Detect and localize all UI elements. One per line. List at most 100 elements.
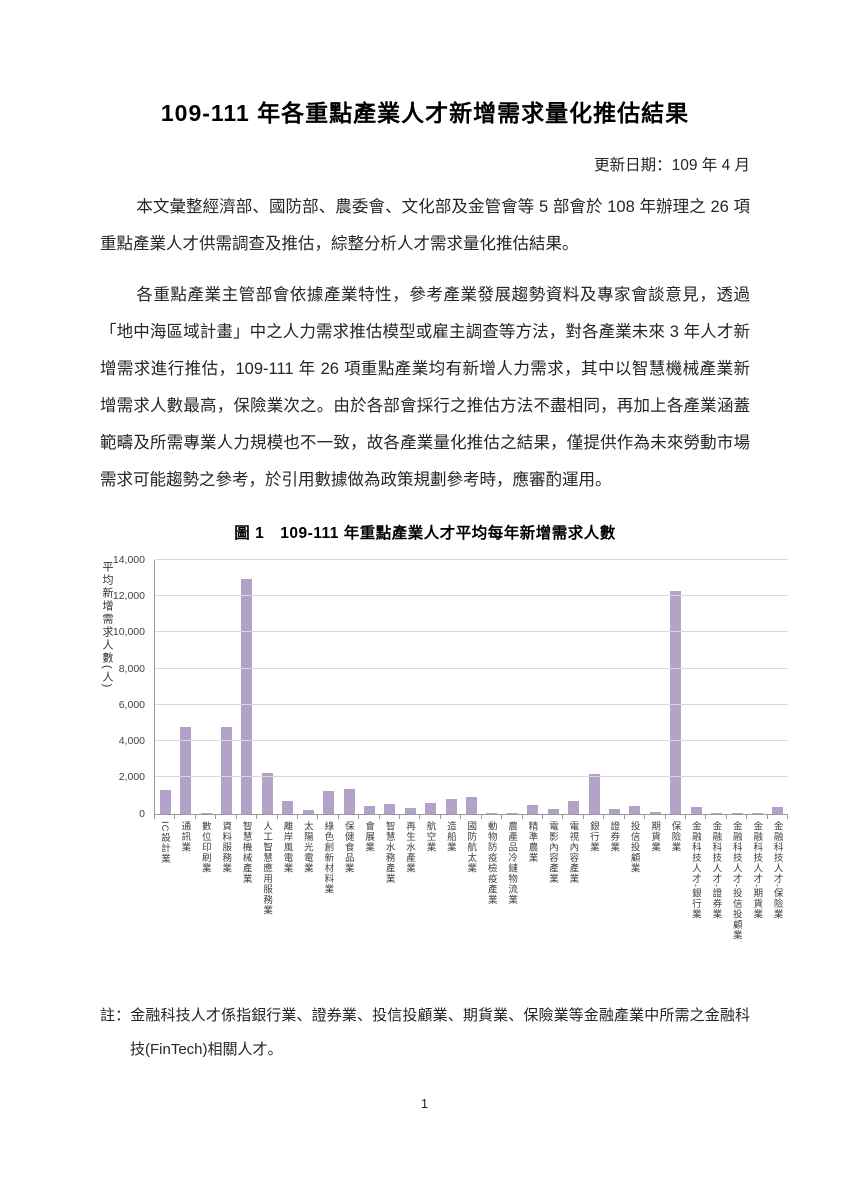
x-axis-label: 再生水產業 [404, 820, 416, 874]
page-number: 1 [420, 1096, 429, 1111]
x-axis-label: 通訊業 [179, 820, 191, 853]
bar [731, 812, 743, 814]
x-label-cell: 人工智慧應用服務業 [256, 821, 276, 985]
bar [384, 803, 396, 814]
x-axis-label: 金融科技人才-保險業 [771, 820, 783, 920]
bar-slot [380, 560, 400, 814]
paragraph-2: 各重點產業主管部會依據產業特性，參考產業發展趨勢資料及專家會談意見，透過「地中海… [100, 285, 750, 489]
bar [404, 807, 416, 814]
x-axis-label: 人工智慧應用服務業 [261, 820, 273, 916]
bar-slot [318, 560, 338, 814]
x-label-cell: 保健食品業 [338, 821, 358, 985]
bar-slot [645, 560, 665, 814]
x-tick [768, 814, 789, 819]
x-axis-label: 投信投顧業 [628, 820, 640, 874]
x-tick [502, 814, 523, 819]
x-axis-label: IC設計業 [158, 820, 170, 864]
gridline [155, 740, 788, 742]
x-axis-label: 金融科技人才-投信投顧業 [730, 820, 742, 941]
x-tick [339, 814, 360, 819]
x-tick [420, 814, 441, 819]
bar-slot [563, 560, 583, 814]
x-tick [727, 814, 748, 819]
bar [547, 808, 559, 814]
x-tick [563, 814, 584, 819]
bar-slot [727, 560, 747, 814]
x-tick [380, 814, 401, 819]
x-label-cell: 綠色創新材料業 [317, 821, 337, 985]
bar-slot [543, 560, 563, 814]
x-tick [196, 814, 217, 819]
x-label-cell: 金融科技人才-期貨業 [746, 821, 766, 985]
x-label-cell: 精準農業 [522, 821, 542, 985]
x-tick [318, 814, 339, 819]
y-tick-label: 6,000 [118, 698, 145, 711]
bar [302, 809, 314, 814]
x-label-cell: 造船業 [440, 821, 460, 985]
x-label-cell: 航空業 [419, 821, 439, 985]
gridline [155, 703, 788, 705]
x-label-cell: 電影內容產業 [542, 821, 562, 985]
bar-slot [175, 560, 195, 814]
x-axis-label: 金融科技人才-證券業 [710, 820, 722, 920]
bar [180, 726, 192, 814]
bar [486, 812, 498, 814]
x-label-cell: 國防航太業 [460, 821, 480, 985]
bar-slot [502, 560, 522, 814]
x-axis-label: 期貨業 [649, 820, 661, 853]
bar [282, 800, 294, 814]
x-axis-label: 電影內容產業 [546, 820, 558, 884]
bar [588, 773, 600, 814]
bar-slot [666, 560, 686, 814]
gridline [155, 594, 788, 596]
x-tick [461, 814, 482, 819]
x-tick [482, 814, 503, 819]
x-axis-label: 會展業 [363, 820, 375, 853]
x-axis-label: 智慧機械產業 [240, 820, 252, 884]
x-axis-label: 太陽光電業 [301, 820, 313, 874]
x-label-cell: 會展業 [358, 821, 378, 985]
x-tick [645, 814, 666, 819]
y-tick-label: 14,000 [112, 553, 145, 566]
bar-slot [604, 560, 624, 814]
x-axis-label: 國防航太業 [465, 820, 477, 874]
bar-slot [686, 560, 706, 814]
x-axis-label: 保健食品業 [342, 820, 354, 874]
bars-row [155, 560, 788, 814]
bar [466, 796, 478, 814]
x-tick [584, 814, 605, 819]
bar-slot [237, 560, 257, 814]
bar-slot [747, 560, 767, 814]
page-title: 109-111 年各重點產業人才新增需求量化推估結果 [160, 100, 690, 126]
bar-slot [278, 560, 298, 814]
gridline [155, 667, 788, 669]
bar-slot [420, 560, 440, 814]
bar-slot [461, 560, 481, 814]
bar [241, 578, 253, 814]
bar-slot [216, 560, 236, 814]
x-label-cell: 數位印刷業 [195, 821, 215, 985]
x-tick [400, 814, 421, 819]
bar [159, 789, 171, 814]
bar-slot [359, 560, 379, 814]
bar-slot [625, 560, 645, 814]
bar-slot [584, 560, 604, 814]
bar-slot [400, 560, 420, 814]
x-axis-label: 金融科技人才-期貨業 [751, 820, 763, 920]
bar [261, 772, 273, 814]
bar-slot [155, 560, 175, 814]
x-tick [237, 814, 258, 819]
update-date: 更新日期：109 年 4 月 [594, 157, 750, 175]
bar [751, 812, 763, 814]
x-axis-label: 農產品冷鏈物流業 [506, 820, 518, 905]
bar-chart: 平均新增需求人數(人) 0 2,000 4,000 6,000 8,000 10,000 1… [97, 553, 807, 985]
bar [445, 798, 457, 814]
paragraph-1: 本文彙整經濟部、國防部、農委會、文化部及金管會等 5 部會於 108 年辦理之 … [100, 198, 750, 253]
x-label-cell: 銀行業 [583, 821, 603, 985]
x-tick [666, 814, 686, 819]
x-axis-label: 精準農業 [526, 820, 538, 863]
x-label-cell: 金融科技人才-銀行業 [685, 821, 705, 985]
x-tick [604, 814, 625, 819]
bar-slot [196, 560, 216, 814]
